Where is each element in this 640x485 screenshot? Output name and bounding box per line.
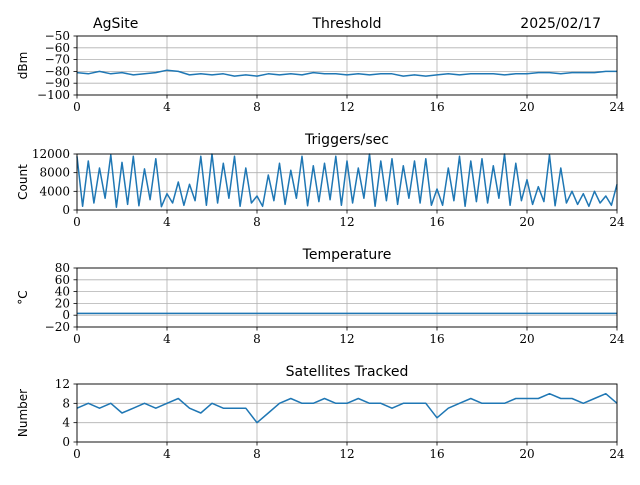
triggers-x-tick-label: 16 — [429, 215, 444, 229]
temperature-y-tick-label: −20 — [45, 320, 70, 334]
site-label: AgSite — [93, 16, 138, 32]
temperature-y-tick-label: 40 — [55, 285, 70, 299]
threshold-y-tick-label: −70 — [45, 53, 70, 67]
threshold-y-tick-label: −60 — [45, 41, 70, 55]
date-label: 2025/02/17 — [520, 16, 601, 32]
temperature-y-tick-label: 0 — [62, 308, 70, 322]
threshold-x-tick-label: 8 — [253, 100, 261, 114]
temperature-x-tick-label: 20 — [519, 332, 534, 346]
temperature-x-tick-label: 12 — [339, 332, 354, 346]
triggers-x-tick-label: 24 — [609, 215, 625, 229]
triggers-x-tick-label: 8 — [253, 215, 261, 229]
temperature-y-axis-label: °C — [16, 290, 30, 304]
threshold-x-tick-label: 12 — [339, 100, 354, 114]
satellites-x-tick-label: 4 — [163, 447, 171, 461]
satellites-x-tick-label: 24 — [609, 447, 625, 461]
threshold-y-tick-label: −90 — [45, 76, 70, 90]
temperature-y-tick-label: 60 — [55, 273, 70, 287]
threshold-x-tick-label: 16 — [429, 100, 444, 114]
triggers-x-tick-label: 20 — [519, 215, 534, 229]
satellites-x-tick-label: 0 — [73, 447, 81, 461]
temperature-x-tick-label: 16 — [429, 332, 444, 346]
threshold-x-tick-label: 0 — [73, 100, 81, 114]
triggers-y-tick-label: 0 — [62, 203, 70, 217]
temperature-x-tick-label: 24 — [609, 332, 625, 346]
temperature-x-tick-label: 8 — [253, 332, 261, 346]
satellites-title: Satellites Tracked — [286, 364, 409, 380]
threshold-series-line — [76, 69, 617, 77]
threshold-chart: 0 4 8 12 16 20 24 −50−60−70−80−90−100 Threshold d… — [16, 16, 625, 114]
triggers-x-tick-label: 12 — [339, 215, 354, 229]
triggers-chart: 0 4 8 12 16 20 24 0 4000 8000 12000 Triggers/sec Cou… — [16, 132, 625, 229]
satellites-y-tick-label: 0 — [62, 435, 70, 449]
satellites-y-tick-label: 8 — [62, 396, 70, 410]
triggers-title: Triggers/sec — [304, 132, 389, 148]
temperature-y-tick-label: 80 — [55, 261, 70, 275]
threshold-x-tick-label: 20 — [519, 100, 534, 114]
satellites-x-tick-label: 8 — [253, 447, 261, 461]
threshold-y-tick-label: −50 — [45, 29, 70, 43]
satellites-y-tick-label: 4 — [62, 416, 70, 430]
satellites-x-tick-label: 12 — [339, 447, 354, 461]
satellites-y-axis-label: Number — [16, 389, 30, 437]
satellites-series-line — [76, 392, 618, 424]
triggers-y-tick-label: 4000 — [39, 184, 70, 198]
threshold-x-tick-label: 24 — [609, 100, 625, 114]
triggers-series-line — [76, 153, 618, 208]
threshold-y-tick-label: −80 — [45, 64, 70, 78]
satellites-chart: 0 4 8 12 16 20 24 0 4 8 12 Satellites Tracked Number — [16, 364, 625, 461]
triggers-x-tick-label: 4 — [163, 215, 171, 229]
temperature-y-tick-label: 20 — [55, 296, 70, 310]
triggers-x-tick-label: 0 — [73, 215, 81, 229]
temperature-x-tick-label: 4 — [163, 332, 171, 346]
threshold-title: Threshold — [312, 16, 382, 32]
threshold-x-tick-label: 4 — [163, 100, 171, 114]
triggers-y-tick-label: 12000 — [32, 147, 70, 161]
threshold-y-tick-label: −100 — [37, 88, 70, 102]
satellites-x-tick-label: 16 — [429, 447, 444, 461]
triggers-y-tick-label: 8000 — [39, 166, 70, 180]
triggers-y-axis-label: Count — [16, 164, 30, 200]
threshold-y-axis-label: dBm — [16, 52, 30, 80]
satellites-x-tick-label: 20 — [519, 447, 534, 461]
temperature-title: Temperature — [302, 247, 392, 263]
temperature-x-tick-label: 0 — [73, 332, 81, 346]
satellites-y-tick-label: 12 — [55, 377, 70, 391]
